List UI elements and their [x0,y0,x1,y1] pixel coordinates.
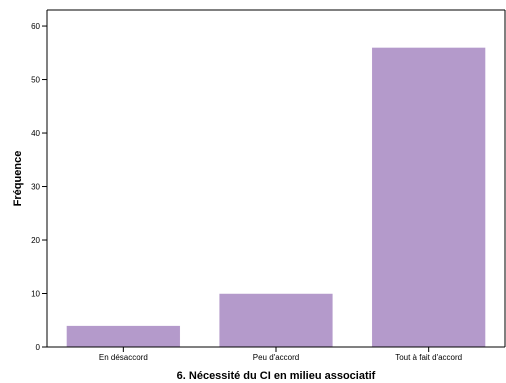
y-tick-label: 0 [36,343,41,352]
y-tick-label: 10 [31,290,40,299]
y-tick-label: 60 [31,22,40,31]
bar [371,47,486,348]
x-axis-ticks: En désaccord Peu d'accord Tout à fait d'ac… [99,347,462,362]
y-tick-label: 50 [31,76,40,85]
x-axis-title: 6. Nécessité du CI en milieu associatif [177,370,376,382]
y-tick-label: 20 [31,236,40,245]
y-tick-label: 30 [31,183,40,192]
x-tick-label: Peu d'accord [253,353,299,362]
bars-group [66,47,486,348]
x-tick-label: Tout à fait d'accord [395,353,462,362]
x-tick-label: En désaccord [99,353,148,362]
y-axis-title: Fréquence [12,151,24,207]
bar [218,293,334,348]
y-axis-ticks: 0 10 20 30 40 50 60 [31,22,47,352]
y-tick-label: 40 [31,129,40,138]
bar [66,325,181,348]
